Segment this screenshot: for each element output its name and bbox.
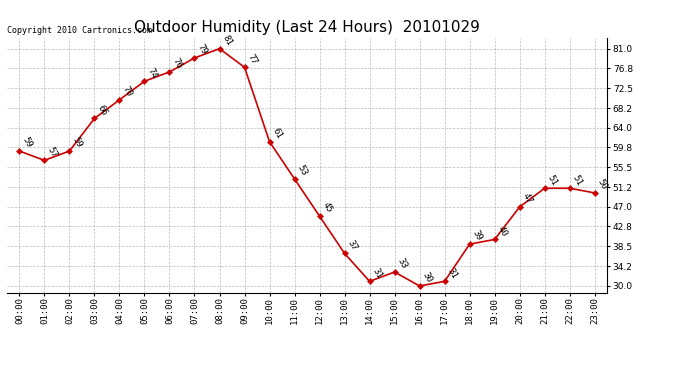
Text: 30: 30: [421, 271, 434, 285]
Text: 81: 81: [221, 33, 234, 47]
Text: 79: 79: [196, 43, 209, 57]
Title: Outdoor Humidity (Last 24 Hours)  20101029: Outdoor Humidity (Last 24 Hours) 2010102…: [134, 20, 480, 35]
Text: 59: 59: [21, 136, 34, 150]
Text: 31: 31: [446, 266, 459, 280]
Text: 40: 40: [496, 224, 509, 238]
Text: 47: 47: [521, 192, 534, 206]
Text: 37: 37: [346, 238, 359, 252]
Text: 74: 74: [146, 66, 159, 80]
Text: 77: 77: [246, 52, 259, 66]
Text: Copyright 2010 Cartronics.com: Copyright 2010 Cartronics.com: [7, 26, 152, 35]
Text: 66: 66: [96, 103, 109, 117]
Text: 76: 76: [171, 57, 184, 70]
Text: 70: 70: [121, 85, 134, 99]
Text: 59: 59: [71, 136, 84, 150]
Text: 45: 45: [321, 201, 334, 215]
Text: 39: 39: [471, 229, 484, 243]
Text: 51: 51: [546, 173, 559, 187]
Text: 51: 51: [571, 173, 584, 187]
Text: 53: 53: [296, 164, 309, 178]
Text: 57: 57: [46, 145, 59, 159]
Text: 61: 61: [271, 126, 284, 140]
Text: 33: 33: [396, 257, 409, 271]
Text: 31: 31: [371, 266, 384, 280]
Text: 50: 50: [596, 178, 609, 192]
